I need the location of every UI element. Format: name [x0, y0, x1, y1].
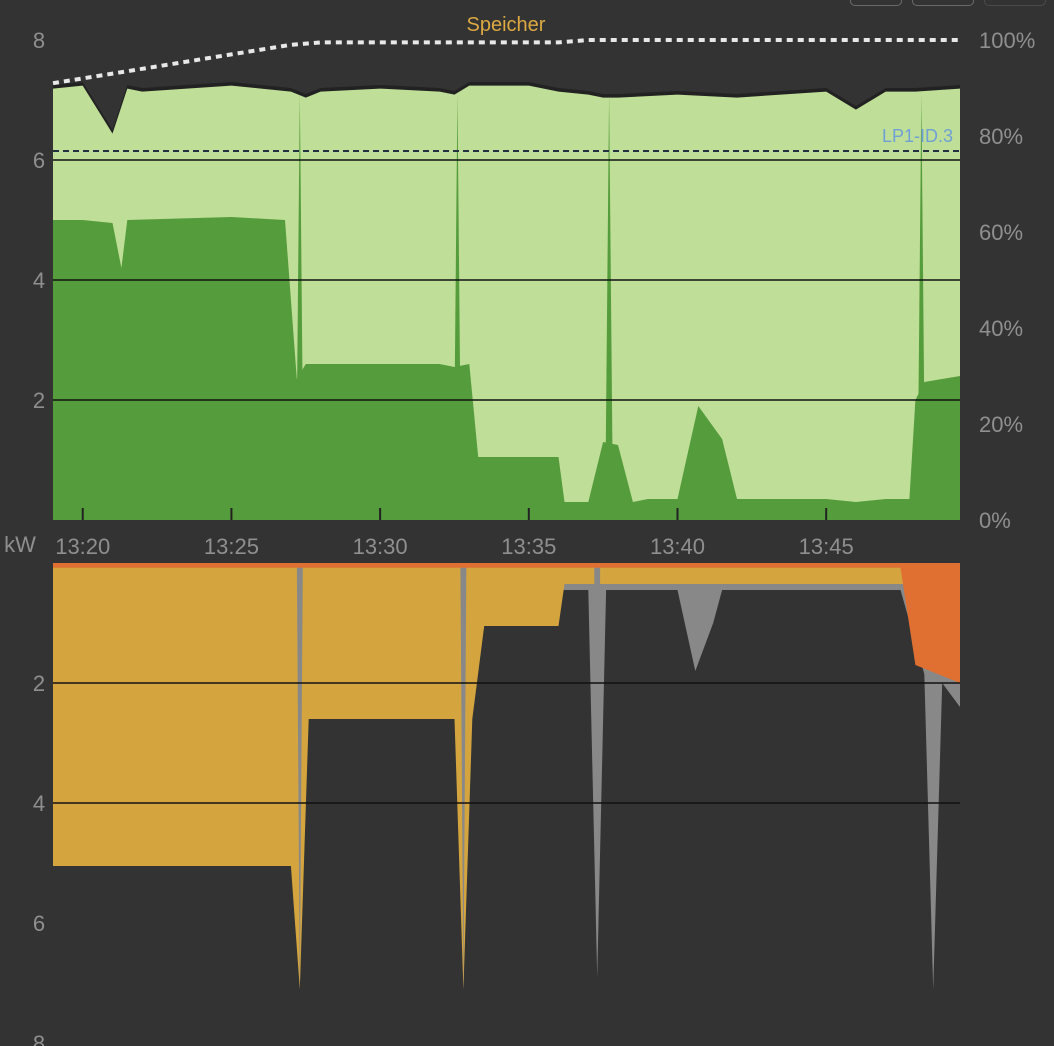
y-tick-label-bottom: 4	[33, 791, 45, 816]
y2-tick-label: 80%	[979, 124, 1023, 149]
x-tick-label: 13:45	[799, 534, 854, 559]
y-tick-label: 4	[33, 268, 45, 293]
x-tick-label: 13:40	[650, 534, 705, 559]
view-button-2[interactable]	[912, 0, 974, 6]
grey-spike	[296, 563, 303, 989]
y2-tick-label: 100%	[979, 28, 1035, 53]
top-plot: Speicher LP1-ID.3	[52, 14, 960, 520]
view-button-3[interactable]	[984, 0, 1046, 6]
bottom-plot	[53, 563, 960, 989]
y-tick-label-bottom: 2	[33, 671, 45, 696]
y2-tick-label: 0%	[979, 508, 1011, 533]
battery-soc-line	[52, 38, 960, 86]
unit-label: kW	[4, 532, 36, 557]
y-tick-label: 2	[33, 388, 45, 413]
y2-tick-label: 40%	[979, 316, 1023, 341]
y2-tick-label: 20%	[979, 412, 1023, 437]
y-tick-label-bottom: 8	[33, 1031, 45, 1046]
gold-area	[53, 563, 960, 989]
solar-area	[53, 217, 960, 520]
speicher-label: Speicher	[467, 14, 546, 36]
y2-tick-label: 60%	[979, 220, 1023, 245]
loadpoint-label: LP1-ID.3	[882, 126, 953, 146]
x-tick-label: 13:25	[204, 534, 259, 559]
view-button-1[interactable]	[850, 0, 902, 6]
y-tick-label-bottom: 6	[33, 911, 45, 936]
grey-spike	[594, 563, 601, 977]
grey-spike	[460, 563, 467, 989]
x-tick-label: 13:35	[501, 534, 556, 559]
axes: 13:20 13:25 13:30 13:35 13:40 13:4524680%20%4…	[4, 28, 1035, 1046]
x-tick-label: 13:20	[55, 534, 110, 559]
x-tick-label: 13:30	[353, 534, 408, 559]
y-tick-label: 8	[33, 28, 45, 53]
y-tick-label: 6	[33, 148, 45, 173]
solar-spike	[605, 94, 614, 520]
